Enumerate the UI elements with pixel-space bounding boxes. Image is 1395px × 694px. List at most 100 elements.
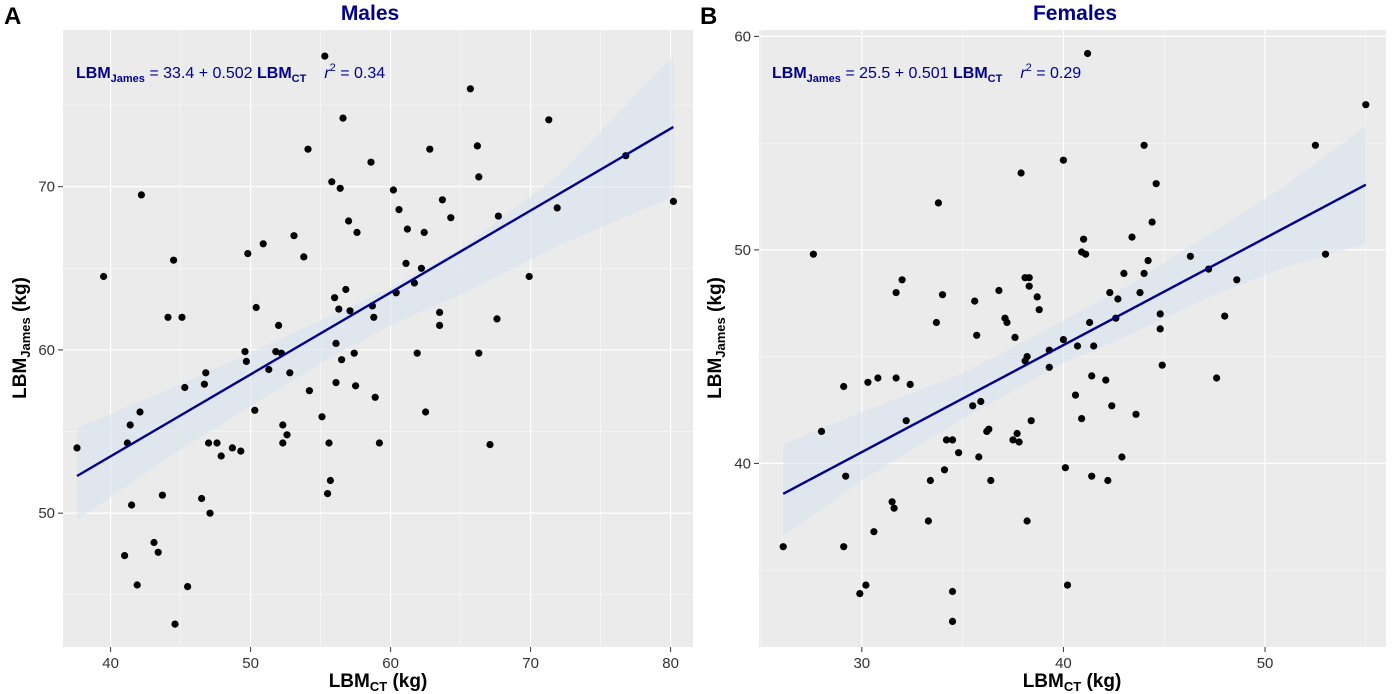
data-point	[1045, 363, 1053, 371]
x-axis-title-sub: CT	[1064, 679, 1081, 694]
data-point	[438, 196, 446, 204]
data-point	[985, 425, 993, 433]
x-axis-title-main: LBM	[1023, 671, 1064, 692]
data-point	[1033, 293, 1041, 301]
data-point	[367, 158, 375, 166]
data-point	[1084, 49, 1092, 58]
data-point	[158, 491, 166, 499]
data-point	[938, 291, 947, 299]
data-point	[375, 439, 383, 447]
data-point	[932, 318, 941, 327]
data-point	[402, 259, 410, 267]
data-points	[73, 52, 678, 628]
data-point	[898, 276, 906, 284]
data-point	[1061, 464, 1069, 472]
data-point	[1362, 101, 1370, 109]
data-point	[350, 349, 358, 357]
y-tick-label: 50	[734, 242, 751, 259]
data-point	[926, 476, 935, 485]
data-point	[1009, 436, 1017, 444]
data-point	[324, 490, 332, 498]
eq-r-exp: 2	[330, 62, 336, 74]
data-point	[1088, 372, 1096, 380]
data-point	[1082, 250, 1090, 258]
data-point	[892, 374, 900, 382]
data-point	[259, 240, 267, 248]
x-axis-title-unit: (kg)	[1081, 671, 1121, 692]
data-point	[346, 307, 354, 315]
data-point	[934, 199, 943, 207]
data-point	[874, 374, 882, 382]
data-point	[1059, 156, 1067, 164]
data-point	[1120, 269, 1128, 277]
data-point	[126, 421, 134, 429]
data-point	[426, 145, 434, 153]
data-point	[948, 587, 957, 596]
data-point	[326, 476, 334, 485]
data-point	[1080, 235, 1088, 243]
x-tick-label: 50	[242, 655, 259, 672]
data-point	[1023, 517, 1031, 525]
data-point	[1023, 353, 1031, 361]
data-point	[137, 191, 145, 199]
data-point	[338, 356, 346, 364]
eq-r-symbol: r	[324, 65, 330, 82]
data-point	[892, 289, 900, 297]
data-point	[244, 250, 252, 258]
data-point	[410, 279, 418, 287]
data-point	[242, 357, 250, 365]
data-point	[73, 444, 81, 452]
data-point	[973, 331, 981, 339]
data-point	[840, 382, 848, 391]
data-point	[1078, 415, 1086, 423]
data-point	[1086, 318, 1094, 327]
data-point	[1106, 289, 1114, 297]
data-point	[202, 369, 210, 377]
data-point	[121, 552, 129, 560]
eq-lhs-main: LBM	[76, 65, 111, 82]
eq-lhs-sub: James	[111, 73, 145, 85]
data-point	[265, 365, 273, 374]
data-point	[290, 232, 298, 240]
data-point	[1114, 295, 1122, 303]
data-point	[840, 543, 848, 551]
data-point	[942, 436, 951, 444]
data-point	[181, 383, 189, 392]
eq-r-value: = 0.34	[336, 65, 385, 82]
data-point	[1013, 429, 1021, 438]
x-axis-title: LBMCT (kg)	[329, 671, 428, 694]
data-point	[300, 253, 308, 261]
data-point	[1132, 410, 1140, 418]
data-point	[321, 52, 329, 60]
y-axis-ticks: 40 50 60	[734, 28, 759, 472]
data-point	[178, 313, 186, 321]
data-point	[1152, 180, 1160, 188]
data-point	[948, 617, 957, 626]
data-point	[902, 417, 910, 425]
y-tick-label: 40	[734, 455, 751, 472]
eq-lhs-main: LBM	[772, 65, 807, 82]
data-point	[1015, 438, 1023, 446]
data-point	[164, 313, 172, 321]
data-point	[1118, 453, 1126, 461]
data-point	[336, 184, 344, 192]
data-point	[494, 212, 502, 220]
data-point	[345, 217, 353, 225]
eq-rhs-main: LBM	[953, 65, 988, 82]
data-point	[493, 315, 501, 323]
y-axis-title-unit: (kg)	[10, 277, 31, 317]
y-axis-title-unit: (kg)	[705, 277, 726, 317]
data-point	[389, 186, 397, 194]
data-point	[286, 369, 294, 377]
x-axis-title-main: LBM	[329, 671, 370, 692]
data-point	[237, 447, 245, 455]
data-point	[241, 348, 249, 356]
data-point	[779, 543, 787, 551]
eq-mid: = 33.4 + 0.502	[145, 65, 257, 82]
data-point	[906, 380, 914, 388]
x-axis-title-unit: (kg)	[387, 671, 427, 692]
data-point	[318, 413, 326, 421]
y-axis-title: LBMJames (kg)	[705, 277, 728, 399]
data-point	[304, 145, 312, 153]
